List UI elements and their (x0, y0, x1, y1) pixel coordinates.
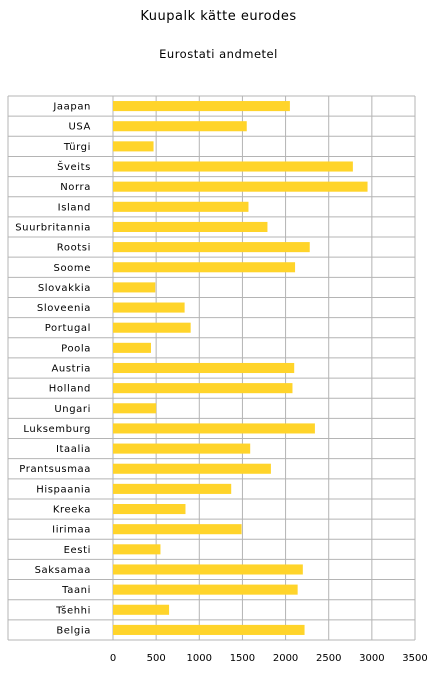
bar-21 (113, 504, 186, 515)
x-tick-label: 1000 (187, 653, 212, 664)
category-label: Jaapan (52, 102, 91, 113)
bar-layer (113, 101, 368, 635)
bar-20 (113, 483, 232, 494)
bar-3 (113, 141, 154, 152)
category-label: Hispaania (36, 484, 91, 495)
bar-4 (113, 161, 353, 172)
category-label: Itaalia (56, 444, 91, 455)
x-tick-label: 2000 (273, 653, 298, 664)
x-tick-label: 0 (110, 653, 116, 664)
category-label: Island (58, 202, 91, 213)
bar-10 (113, 282, 156, 293)
chart-title: Kuupalk kätte eurodes (140, 9, 297, 24)
bar-26 (113, 604, 170, 615)
x-tick-label: 2500 (316, 653, 341, 664)
category-label: Tšehhi (55, 604, 91, 616)
category-label: Kreeka (53, 505, 91, 516)
category-label: Portugal (45, 323, 91, 334)
bar-8 (113, 242, 310, 253)
bar-7 (113, 221, 268, 232)
bar-22 (113, 524, 242, 535)
bar-18 (113, 443, 251, 454)
category-label: Šveits (57, 160, 91, 173)
bar-1 (113, 101, 290, 112)
bar-5 (113, 181, 368, 192)
bar-2 (113, 121, 247, 132)
bar-11 (113, 302, 185, 313)
category-label: Türgi (63, 142, 91, 153)
bar-19 (113, 463, 271, 474)
bar-6 (113, 201, 249, 212)
category-label: Prantsusmaa (19, 464, 91, 475)
bar-23 (113, 544, 161, 555)
category-label: Austria (51, 364, 91, 375)
x-tick-label: 500 (147, 653, 166, 664)
bar-15 (113, 383, 293, 394)
category-label: Saksamaa (35, 565, 91, 576)
x-tick-label: 3000 (359, 653, 384, 664)
category-label: Eesti (64, 545, 91, 556)
category-label: Soome (54, 263, 91, 274)
x-tick-label: 1500 (230, 653, 255, 664)
category-label: Rootsi (57, 243, 91, 254)
category-label: Poola (61, 343, 91, 354)
category-label: Slovakkia (38, 283, 91, 294)
category-label: Ungari (54, 404, 91, 415)
chart-subtitle: Eurostati andmetel (159, 47, 278, 61)
category-label: Holland (49, 384, 91, 395)
label-layer: Jaapan USA Türgi Šveits Norra Island Suurbrita… (15, 102, 428, 664)
bar-17 (113, 423, 315, 434)
category-label: USA (69, 122, 92, 133)
category-label: Belgia (56, 625, 91, 636)
category-label: Norra (60, 182, 91, 193)
bar-13 (113, 342, 151, 353)
bar-25 (113, 584, 298, 595)
bar-27 (113, 624, 305, 635)
bar-24 (113, 564, 303, 575)
bar-9 (113, 262, 296, 273)
category-label: Luksemburg (23, 424, 91, 435)
x-tick-label: 3500 (402, 653, 427, 664)
bar-16 (113, 403, 157, 414)
bar-14 (113, 362, 295, 374)
bar-12 (113, 322, 191, 333)
category-label: Iirimaa (52, 525, 91, 536)
category-label: Sloveenia (37, 303, 91, 314)
category-label: Suurbritannia (15, 222, 91, 233)
category-label: Taani (61, 585, 91, 596)
